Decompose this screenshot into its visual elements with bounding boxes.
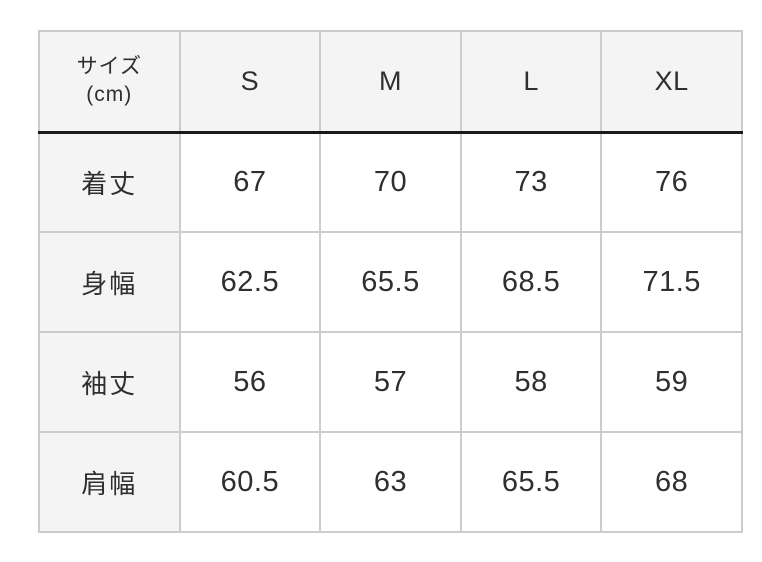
row-label-shoulder-width: 肩幅 (38, 431, 181, 533)
table-row-body-length: 着丈 67 70 73 76 (38, 131, 743, 233)
table-cell: 65.5 (459, 431, 603, 533)
table-cell: 56 (178, 331, 322, 433)
row-label-body-width: 身幅 (38, 231, 181, 333)
column-header-s: S (178, 30, 322, 134)
table-cell: 67 (178, 131, 322, 233)
table-cell: 59 (600, 331, 743, 433)
header-row: サイズ (cm) S M L XL (38, 30, 743, 134)
table-cell: 70 (319, 131, 462, 233)
table-cell: 73 (459, 131, 603, 233)
column-header-xl: XL (600, 30, 743, 134)
size-chart-body: 着丈 67 70 73 76 身幅 62.5 65.5 68.5 71.5 袖丈… (38, 131, 743, 533)
table-cell: 65.5 (319, 231, 462, 333)
column-header-m: M (319, 30, 462, 134)
size-unit-label-line2: (cm) (86, 83, 133, 107)
size-unit-header: サイズ (cm) (38, 30, 181, 134)
table-cell: 76 (600, 131, 743, 233)
size-chart-table: サイズ (cm) S M L XL 着丈 67 70 73 76 身幅 62.5… (38, 30, 743, 533)
table-row-shoulder-width: 肩幅 60.5 63 65.5 68 (38, 431, 743, 533)
table-row-sleeve-length: 袖丈 56 57 58 59 (38, 331, 743, 433)
table-cell: 58 (459, 331, 603, 433)
row-label-sleeve-length: 袖丈 (38, 331, 181, 433)
table-cell: 68 (600, 431, 743, 533)
size-unit-label-line1: サイズ (76, 54, 142, 78)
row-label-body-length: 着丈 (38, 131, 181, 233)
table-cell: 68.5 (459, 231, 603, 333)
table-cell: 71.5 (600, 231, 743, 333)
table-cell: 63 (319, 431, 462, 533)
table-cell: 60.5 (178, 431, 322, 533)
table-row-body-width: 身幅 62.5 65.5 68.5 71.5 (38, 231, 743, 333)
size-chart-header: サイズ (cm) S M L XL (38, 30, 743, 134)
column-header-l: L (459, 30, 603, 134)
table-cell: 57 (319, 331, 462, 433)
table-cell: 62.5 (178, 231, 322, 333)
